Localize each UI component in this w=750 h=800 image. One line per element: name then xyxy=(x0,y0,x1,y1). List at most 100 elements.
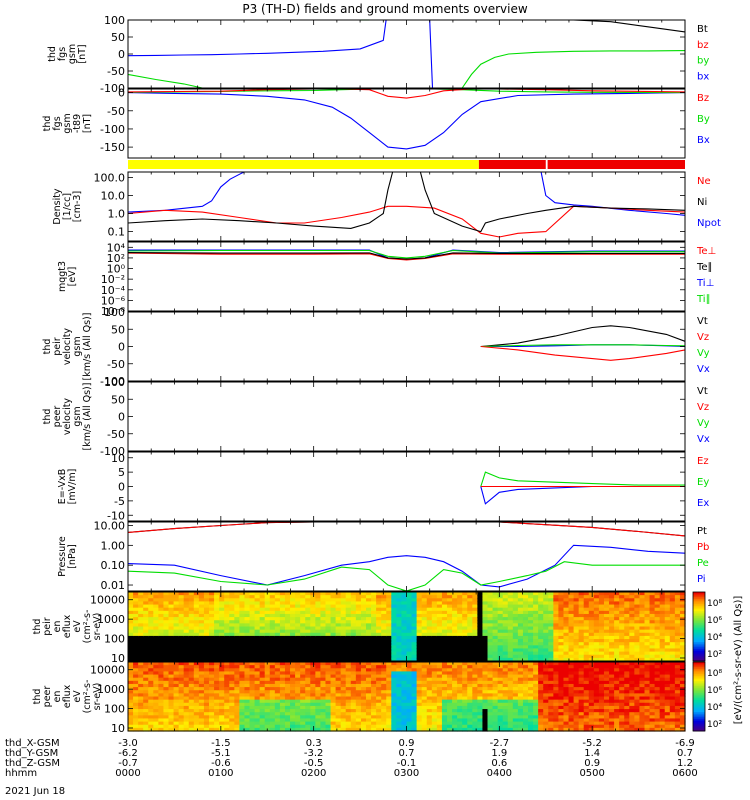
peir_en_eflux-cell xyxy=(624,648,630,653)
peir_en_eflux-cell xyxy=(325,604,332,609)
peer_en_eflux-cell xyxy=(295,718,301,723)
peir_en_eflux-cell xyxy=(634,657,641,662)
peir_en_eflux-cell xyxy=(522,635,529,640)
peer_en_eflux-cell xyxy=(447,721,453,726)
peir_en_eflux-cell xyxy=(279,595,286,599)
peer_en_eflux-cell xyxy=(188,674,195,679)
peir_en_eflux-cell xyxy=(381,592,387,596)
peir_en_eflux-cell xyxy=(259,645,266,650)
peer_en_eflux-cell xyxy=(371,662,377,666)
peir_en_eflux-cell xyxy=(568,639,575,643)
peir_en_eflux-cell xyxy=(649,617,656,621)
peer_en_eflux-cell xyxy=(507,721,514,726)
peer_en_eflux-cell xyxy=(355,715,362,720)
peer_en_eflux-cell xyxy=(234,668,240,673)
peer_en_eflux-cell xyxy=(416,699,423,704)
peir_en_eflux-cell xyxy=(553,626,560,631)
peer_en_eflux-cell xyxy=(249,680,256,685)
peir_en_eflux-cell xyxy=(315,651,322,656)
peir_en_eflux-cell xyxy=(512,607,519,612)
peer_en_eflux-cell xyxy=(553,718,560,723)
peir_en_eflux-cell xyxy=(325,607,332,612)
peir_en_eflux-cell xyxy=(624,635,630,640)
peir_en_eflux-cell xyxy=(158,635,165,640)
peir_en_eflux-cell xyxy=(431,604,438,609)
peir_en_eflux-cell xyxy=(133,617,139,621)
peer_en_eflux-cell xyxy=(325,677,332,682)
peer_en_eflux-cell xyxy=(224,705,230,710)
peer_en_eflux-cell xyxy=(168,683,175,688)
peer_en_eflux-cell xyxy=(148,721,154,726)
peer_en_eflux-cell xyxy=(431,712,438,716)
peir_en_eflux-cell xyxy=(649,635,656,640)
peir_en_eflux-cell xyxy=(143,598,149,603)
peer_en_eflux-cell xyxy=(300,665,306,669)
peir_en_eflux-cell xyxy=(659,632,666,637)
peir_en_eflux-cell xyxy=(234,598,240,603)
peir_en_eflux-cell xyxy=(482,595,489,599)
peir_en_eflux-cell xyxy=(386,601,392,606)
peer_en_eflux-cell xyxy=(426,674,433,679)
peir_en_eflux-cell xyxy=(219,645,225,650)
peer_en_eflux-cell xyxy=(209,690,215,694)
density-ytick-label: 100.0 xyxy=(94,171,126,184)
peer_en_eflux-cell xyxy=(522,727,529,732)
peer_en_eflux-cell xyxy=(502,712,509,716)
peer_en_eflux-cell xyxy=(462,690,468,694)
peer_en_eflux-cell xyxy=(259,718,266,723)
peer_en_eflux-cell xyxy=(533,671,539,676)
peir_en_eflux-cell xyxy=(583,651,590,656)
peir_en_eflux-cell xyxy=(391,613,397,618)
peer_en_eflux-cell xyxy=(381,674,387,679)
density-ylabel: [cm-3] xyxy=(72,191,83,222)
peir_en_eflux-cell xyxy=(133,623,139,628)
peer_en_eflux-cell xyxy=(421,665,428,669)
peer_en_eflux-cell xyxy=(431,677,438,682)
peir_velocity-legend-Vz: Vz xyxy=(697,332,709,343)
peer_en_eflux-cell xyxy=(244,718,251,723)
peir_en_eflux-cell xyxy=(355,648,362,653)
peer_en_eflux-cell xyxy=(259,671,266,676)
peir_en_eflux-cell xyxy=(548,629,554,634)
peer_en_eflux-cell xyxy=(543,702,549,707)
peir_en_eflux-cell xyxy=(502,623,509,628)
peir_en_eflux-cell xyxy=(492,613,499,618)
peir_en_eflux-cell xyxy=(188,623,195,628)
peir_en_eflux-cell xyxy=(477,654,484,659)
peir_en_eflux-cell xyxy=(330,623,337,628)
peir_en_eflux-cell xyxy=(239,592,246,596)
peir_en_eflux-cell xyxy=(614,635,620,640)
peer_en_eflux-cell xyxy=(391,680,397,685)
peer_en_eflux-cell xyxy=(133,674,139,679)
peir_en_eflux-cell xyxy=(249,632,256,637)
peer_en_eflux-cell xyxy=(345,721,352,726)
peir_en_eflux-cell xyxy=(365,632,372,637)
peir_en_eflux-cell xyxy=(178,595,185,599)
peir_en_eflux-cell xyxy=(649,654,656,659)
peer_en_eflux-cell xyxy=(441,696,448,701)
peer_en_eflux-cell xyxy=(401,712,408,716)
peir_en_eflux-cell xyxy=(249,623,256,628)
peir_en_eflux-cell xyxy=(431,632,438,637)
peir_en_eflux-cell xyxy=(269,595,276,599)
peer_en_eflux-cell xyxy=(229,683,235,688)
peir_en_eflux-cell xyxy=(674,623,681,628)
peer_en_eflux-cell xyxy=(553,699,560,704)
peir_en_eflux-cell xyxy=(300,626,306,631)
peer_en_eflux-cell xyxy=(244,702,251,707)
peir_en_eflux-cell xyxy=(447,648,453,653)
peir_en_eflux-cell xyxy=(609,592,615,596)
peir_en_eflux-cell xyxy=(659,635,666,640)
peir_en_eflux-cell xyxy=(522,598,529,603)
peer_en_eflux-cell xyxy=(507,696,514,701)
peir_en_eflux-cell xyxy=(178,623,185,628)
peir_en_eflux-cell xyxy=(274,613,281,618)
peer_en_eflux-cell xyxy=(320,705,327,710)
peir_en_eflux-cell xyxy=(497,592,504,596)
peer_en_eflux-cell xyxy=(543,718,549,723)
peir_en_eflux-cell xyxy=(639,623,646,628)
peir_en_eflux-cell xyxy=(614,639,620,643)
peir_en_eflux-cell xyxy=(360,617,367,621)
peir_en_eflux-cell xyxy=(624,598,630,603)
fgs_gsm-ytick-label: 0 xyxy=(118,48,125,61)
